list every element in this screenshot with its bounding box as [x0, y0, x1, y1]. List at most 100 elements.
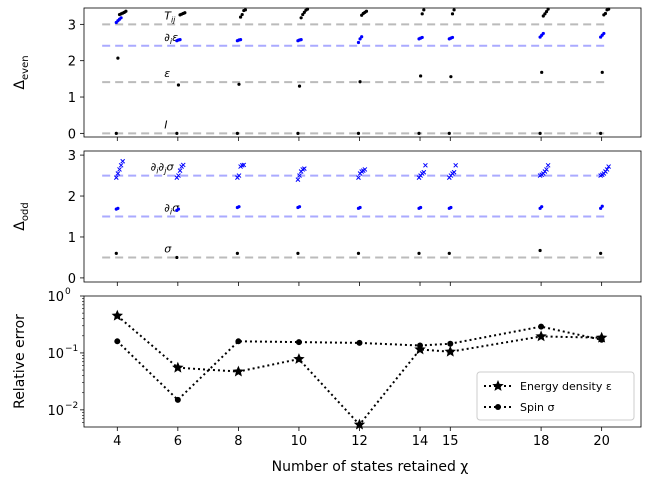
x-tick-label: 15: [442, 434, 459, 449]
data-point: [452, 8, 456, 12]
data-point: [241, 162, 247, 168]
plot-frame: [83, 7, 642, 138]
data-point: [180, 162, 186, 168]
data-point: [305, 7, 310, 11]
data-point: [176, 173, 181, 178]
reference-line-label: σ: [164, 242, 172, 255]
data-point: [449, 205, 453, 210]
data-point: [356, 251, 361, 255]
x-tick-label: 10: [291, 434, 308, 449]
data-point: [297, 84, 302, 88]
y-tick-label: 3: [68, 18, 76, 33]
data-point: [295, 177, 301, 183]
data-point: [599, 251, 603, 255]
data-point: [417, 251, 421, 255]
legend-marker-star: [492, 380, 504, 391]
data-point: [120, 158, 126, 164]
reference-line-label: ε: [164, 67, 170, 80]
legend-label: Spin σ: [520, 401, 554, 414]
data-point: [606, 164, 612, 169]
data-point-star: [232, 365, 245, 377]
legend: Energy density ε Spin σ: [476, 371, 635, 421]
data-point: [113, 175, 119, 180]
label-sub: ij: [171, 15, 176, 24]
data-point: [364, 9, 369, 13]
x-tick-label: 12: [351, 434, 368, 449]
data-point: [600, 204, 604, 208]
label-part: ε: [164, 67, 170, 80]
reference-line-label: Tij: [164, 9, 176, 24]
reference-line-label: ∂i∂jσ: [151, 161, 175, 176]
data-point: [236, 173, 242, 178]
data-point: [541, 31, 545, 36]
data-point: [603, 11, 608, 16]
data-point-circle: [235, 338, 242, 345]
label-part: I: [164, 118, 167, 131]
data-point: [604, 167, 610, 172]
data-point-circle: [295, 339, 302, 346]
data-point: [358, 205, 362, 210]
label-part: T: [164, 9, 172, 22]
data-point: [297, 173, 302, 178]
label-part: ∂: [164, 202, 170, 215]
label-part: σ: [172, 202, 180, 215]
label-part: ∂: [151, 161, 157, 174]
x-tick-label: 18: [533, 434, 550, 449]
data-point: [299, 38, 303, 42]
data-point: [114, 131, 118, 135]
data-point: [177, 168, 183, 174]
data-point: [356, 131, 361, 135]
data-point: [235, 131, 239, 135]
data-point-star: [111, 309, 124, 321]
data-point: [237, 205, 241, 209]
data-point: [420, 12, 424, 16]
label-part: ∂: [164, 31, 170, 44]
y-tick-exponent: −2: [65, 401, 78, 411]
data-point: [607, 7, 611, 11]
data-point: [449, 75, 453, 79]
y-axis-label-main: Δ: [12, 80, 28, 90]
data-point: [447, 131, 451, 135]
data-point: [538, 248, 542, 253]
data-point: [453, 162, 459, 168]
reference-line-label: I: [164, 118, 167, 131]
x-tick-label: 4: [113, 434, 121, 449]
data-point: [175, 131, 179, 135]
y-tick-label: 0: [68, 272, 76, 287]
data-point-star: [172, 361, 184, 373]
data-point: [599, 131, 603, 135]
data-point: [602, 31, 606, 36]
reference-line-label: ∂iσ: [164, 202, 180, 217]
data-point: [356, 175, 361, 180]
data-point: [299, 16, 303, 20]
legend-label: Energy density ε: [520, 380, 612, 393]
y-axis-label: Δodd: [12, 202, 31, 230]
legend-marker-circle: [495, 404, 501, 410]
data-point: [301, 166, 307, 171]
data-point: [297, 205, 302, 209]
data-point: [238, 15, 243, 19]
data-point: [183, 11, 187, 15]
y-axis-label-main: Δ: [12, 221, 28, 231]
y-axis-label: Relative error: [12, 314, 28, 409]
data-point-circle: [598, 336, 605, 343]
y-tick-label: 0: [68, 127, 76, 142]
data-point: [118, 162, 124, 168]
data-point: [450, 12, 455, 16]
y-tick-exponent: −1: [65, 344, 78, 354]
data-point: [423, 162, 428, 168]
x-tick-label: 14: [412, 434, 429, 449]
data-point: [296, 131, 300, 135]
data-point: [544, 10, 549, 14]
y-tick-label: 1: [68, 91, 76, 106]
label-sub: i: [156, 167, 159, 176]
y-axis-label-sub: odd: [20, 202, 31, 221]
label-sub: j: [163, 167, 167, 176]
y-tick-label: 2: [68, 55, 76, 70]
data-point: [240, 12, 244, 17]
data-point: [356, 40, 361, 45]
data-point: [235, 251, 239, 255]
data-point: [538, 131, 542, 135]
label-sub: i: [170, 208, 173, 217]
